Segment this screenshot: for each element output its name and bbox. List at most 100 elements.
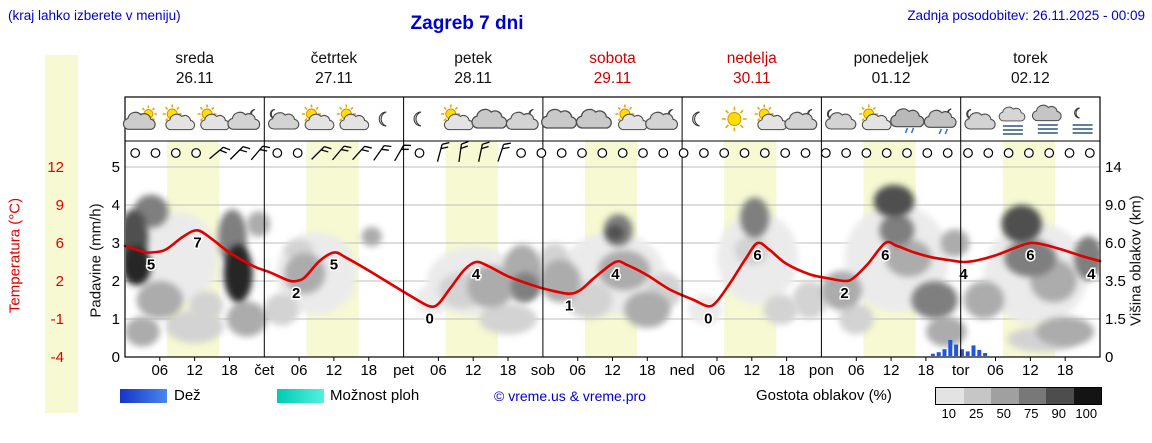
day-header-ponedeljek: ponedeljek 01.12 (853, 50, 929, 87)
density-cell-label: 100 (1075, 406, 1098, 421)
svg-text:12: 12 (743, 362, 760, 379)
weather-icon-cloud (541, 108, 578, 129)
wind-calm-icon (170, 148, 181, 158)
svg-text:4: 4 (1087, 266, 1096, 283)
wind-barb-icon (250, 145, 271, 161)
svg-text:18: 18 (639, 362, 656, 379)
svg-text:1: 1 (565, 298, 573, 315)
wind-barb-icon (209, 146, 231, 160)
legend-rain-swatch (120, 389, 167, 403)
svg-text:12: 12 (47, 159, 64, 176)
svg-text:6: 6 (56, 235, 64, 252)
day-header-sreda: sreda 26.11 (175, 50, 215, 87)
svg-text:2: 2 (292, 285, 300, 302)
svg-text:2: 2 (840, 285, 848, 302)
wind-calm-icon (516, 148, 526, 158)
svg-text:4: 4 (472, 266, 481, 283)
wind-calm-icon (759, 148, 770, 158)
svg-text:7: 7 (193, 234, 201, 251)
wind-calm-icon (800, 148, 811, 158)
svg-text:-4: -4 (51, 349, 64, 366)
wind-barb-icon (497, 142, 511, 162)
copyright-link[interactable]: © vreme.us & vreme.pro (494, 388, 646, 404)
svg-text:čet: čet (254, 362, 275, 379)
wind-barb-icon (373, 144, 392, 161)
day-boundary-lines (263, 97, 962, 357)
day-header-row: sreda 26.11 četrtek 27.11 petek 28.11 sobota 29… (0, 49, 1152, 93)
svg-text:06: 06 (291, 362, 308, 379)
wind-calm-icon (719, 148, 730, 158)
svg-text:18: 18 (360, 362, 377, 379)
weather-icon-cloud-sun (122, 105, 157, 130)
wind-calm-icon (780, 148, 791, 158)
day-header-nedelja: nedelja 30.11 (726, 50, 777, 87)
wind-barb-icon (332, 145, 352, 161)
svg-text:06: 06 (569, 362, 586, 379)
svg-text:9: 9 (56, 197, 64, 214)
wind-calm-icon (861, 148, 872, 158)
wind-calm-icon (922, 148, 933, 158)
weather-icon-moon (413, 111, 422, 127)
weather-icon-moon-cloud (267, 109, 300, 130)
wind-barb-icon (229, 146, 251, 160)
svg-text:0: 0 (704, 310, 712, 327)
temperature-curve (123, 228, 1102, 309)
density-cell-label: 90 (1051, 406, 1066, 421)
svg-text:18: 18 (500, 362, 517, 379)
precipitation-bars (930, 340, 988, 356)
legend-showers-label: Možnost ploh (330, 387, 420, 404)
svg-text:pon: pon (809, 362, 834, 379)
weather-icon-fog (998, 106, 1026, 135)
density-cell-25 (963, 388, 991, 404)
day-header-petek: petek 28.11 (454, 50, 493, 87)
wind-calm-icon (597, 148, 608, 158)
svg-text:12: 12 (604, 362, 621, 379)
wind-calm-icon (881, 148, 892, 158)
day-header-četrtek: četrtek 27.11 (310, 50, 358, 87)
wind-calm-icon (191, 148, 202, 158)
wind-barb-icon (477, 141, 490, 162)
svg-text:-1: -1 (51, 311, 64, 328)
svg-text:5: 5 (330, 257, 338, 274)
weather-icon-sun-cloud (302, 104, 335, 131)
wind-calm-icon (150, 148, 161, 158)
svg-text:12: 12 (465, 362, 482, 379)
weather-icon-sun-cloud (754, 104, 788, 131)
density-cell-label: 10 (941, 406, 956, 421)
left-accent-strip (45, 55, 78, 413)
weather-icon-moon-fog (1072, 107, 1093, 134)
svg-text:2: 2 (56, 273, 64, 290)
weather-icon-cloud-drizzle (890, 108, 925, 134)
weather-icon-cloud-moon (784, 109, 818, 130)
svg-text:sob: sob (531, 362, 555, 379)
weather-icon-cloud-moon (505, 109, 539, 130)
svg-text:18: 18 (918, 362, 935, 379)
weather-icon-sun (722, 106, 747, 132)
wind-calm-icon (902, 148, 912, 158)
cloud-density-legend-label: Gostota oblakov (%) (756, 387, 892, 404)
svg-text:tor: tor (952, 362, 970, 379)
weather-icons-row (122, 104, 1093, 135)
svg-text:18: 18 (778, 362, 795, 379)
svg-text:5: 5 (112, 159, 120, 176)
weather-icon-cloud-moon-drizzle (923, 108, 957, 135)
density-cell-90 (1046, 388, 1074, 404)
weather-icon-moon-cloud (825, 109, 857, 130)
cloud-density-blobs (126, 184, 1099, 352)
density-ramp-labels: 10 25 50 75 90 100 (935, 406, 1100, 421)
svg-text:12: 12 (326, 362, 343, 379)
wind-calm-icon (272, 148, 283, 158)
wind-calm-icon (699, 148, 709, 158)
weather-icon-sun-cloud (336, 104, 370, 131)
svg-text:ned: ned (670, 362, 695, 379)
wind-calm-icon (638, 148, 648, 158)
wind-calm-icon (1084, 148, 1095, 158)
weather-icon-cloud (471, 108, 508, 129)
svg-text:0: 0 (112, 349, 120, 366)
svg-text:6: 6 (753, 247, 761, 264)
wind-calm-icon (739, 148, 750, 158)
svg-text:18: 18 (221, 362, 238, 379)
wind-calm-icon (841, 148, 851, 158)
density-cell-50 (991, 388, 1019, 404)
